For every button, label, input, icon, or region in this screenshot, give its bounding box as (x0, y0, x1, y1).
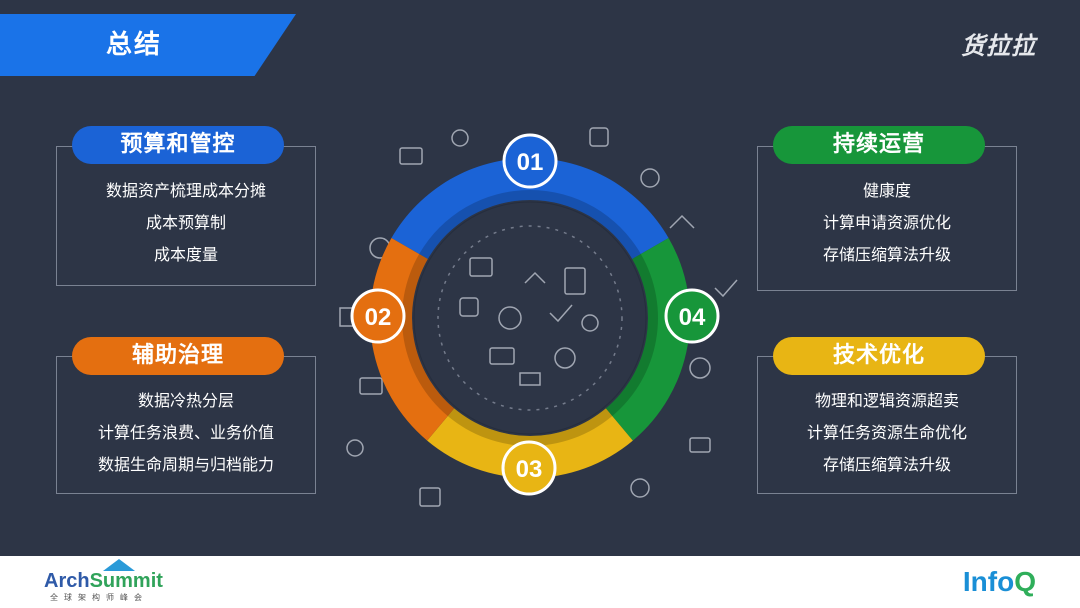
brand-logo: 货拉拉 (961, 32, 1036, 60)
budget-item-1: 数据资产梳理成本分摊 (105, 181, 266, 200)
step-badge-01: 01 (502, 133, 558, 189)
pill-tech: 技术优化 (773, 337, 985, 375)
budget-item-3: 成本度量 (153, 245, 218, 264)
operation-item-3: 存储压缩算法升级 (822, 245, 951, 264)
ring-segment-green-bevel (605, 254, 658, 417)
step-label-04: 04 (679, 304, 706, 331)
pill-budget: 预算和管控 (72, 126, 284, 164)
archsummit-mountain-icon (103, 559, 135, 571)
ring-segments (370, 158, 690, 478)
step-badge-02: 02 (350, 288, 406, 344)
archsummit-logo: ArchSummit (44, 570, 163, 593)
icon-cloud-decoration (339, 127, 738, 507)
governance-item-2: 计算任务浪费、业务价值 (97, 423, 274, 442)
operation-item-2: 计算申请资源优化 (822, 213, 951, 232)
footer-bar: ArchSummit 全球架构师峰会 InfoQ (0, 556, 1080, 608)
title-banner (0, 14, 296, 76)
ring-segment-blue-bevel (419, 190, 641, 259)
tech-item-2: 计算任务资源生命优化 (806, 423, 967, 442)
card-budget: 数据资产梳理成本分摊 成本预算制 成本度量 (56, 146, 316, 286)
ring-segment-green (605, 238, 690, 441)
pill-governance: 辅助治理 (72, 337, 284, 375)
operation-item-1: 健康度 (862, 181, 911, 200)
archsummit-subtitle: 全球架构师峰会 (50, 593, 148, 602)
slide-title: 总结 (106, 30, 163, 60)
ring-segment-orange (370, 238, 455, 441)
step-badge-03: 03 (501, 440, 557, 496)
tech-item-1: 物理和逻辑资源超卖 (814, 391, 959, 410)
infoq-logo-b: Q (1014, 566, 1036, 597)
step-badge-04: 04 (664, 288, 720, 344)
governance-item-3: 数据生命周期与归档能力 (97, 455, 274, 474)
pill-operation: 持续运营 (773, 126, 985, 164)
archsummit-logo-b: Summit (89, 570, 163, 592)
cycle-diagram: 01 02 03 04 (339, 127, 738, 507)
card-tech: 物理和逻辑资源超卖 计算任务资源生命优化 存储压缩算法升级 (757, 356, 1017, 494)
infoq-logo-a: Info (962, 566, 1015, 597)
step-label-03: 03 (516, 456, 543, 483)
tech-item-3: 存储压缩算法升级 (822, 455, 951, 474)
ring-segment-orange-bevel (402, 254, 455, 417)
archsummit-logo-a: Arch (44, 570, 90, 592)
step-label-01: 01 (517, 149, 544, 176)
infoq-logo: InfoQ (963, 566, 1036, 598)
step-label-02: 02 (365, 304, 392, 331)
card-operation: 健康度 计算申请资源优化 存储压缩算法升级 (757, 146, 1017, 291)
governance-item-1: 数据冷热分层 (137, 391, 234, 410)
card-governance: 数据冷热分层 计算任务浪费、业务价值 数据生命周期与归档能力 (56, 356, 316, 494)
ring-segment-yellow-bevel (447, 408, 613, 446)
ring-segment-blue (391, 158, 669, 259)
budget-item-2: 成本预算制 (145, 213, 226, 232)
